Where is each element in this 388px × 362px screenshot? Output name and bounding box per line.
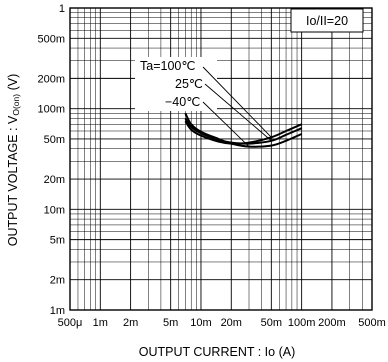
annotation-leader-lines <box>202 66 272 147</box>
curve-series-2 <box>184 112 302 148</box>
y-tick-label: 2m <box>50 275 65 287</box>
legend-box-label: Io/II=20 <box>306 14 348 28</box>
annotation-leader <box>202 101 250 147</box>
y-tick-label: 1 <box>59 3 65 15</box>
x-tick-labels: 500μ 1m 2m 5m 10m 20m 50m 100m 200m 500m <box>58 317 386 329</box>
y-axis-title: OUTPUT VOLTAGE : VO(on) (V) <box>6 74 21 246</box>
y-tick-label: 200m <box>37 73 65 85</box>
y-tick-label: 100m <box>37 104 65 116</box>
x-tick-label: 50m <box>261 317 282 329</box>
x-tick-label: 20m <box>221 317 242 329</box>
annotation-leader <box>204 83 272 142</box>
x-tick-label: 500μ <box>58 317 83 329</box>
x-tick-label: 10m <box>190 317 211 329</box>
y-tick-label: 1m <box>50 305 65 317</box>
annotation-ta-100: Ta=100℃ <box>140 59 195 73</box>
y-tick-label: 10m <box>44 204 65 216</box>
x-tick-label: 5m <box>163 317 178 329</box>
annotation-25: 25℃ <box>175 77 203 91</box>
x-tick-label: 500m <box>358 317 386 329</box>
x-axis-title: OUTPUT CURRENT : Io (A) <box>139 345 296 359</box>
minor-grid <box>70 8 372 310</box>
legend-box <box>290 8 364 33</box>
y-tick-labels: 1 500m 200m 100m 50m 20m 10m 5m 2m 1m <box>37 3 65 317</box>
y-tick-label: 20m <box>44 174 65 186</box>
y-tick-label: 5m <box>50 235 65 247</box>
x-tick-label: 200m <box>318 317 346 329</box>
annotation-leader <box>202 66 272 138</box>
y-tick-label: 500m <box>37 33 65 45</box>
plot-frame <box>69 7 373 311</box>
major-grid <box>69 7 373 311</box>
y-tick-label: 50m <box>44 134 65 146</box>
curves <box>184 112 302 148</box>
x-tick-label: 1m <box>93 317 108 329</box>
annotation-minus-40: −40℃ <box>165 95 200 109</box>
x-tick-label: 2m <box>123 317 138 329</box>
x-tick-label: 100m <box>288 317 316 329</box>
